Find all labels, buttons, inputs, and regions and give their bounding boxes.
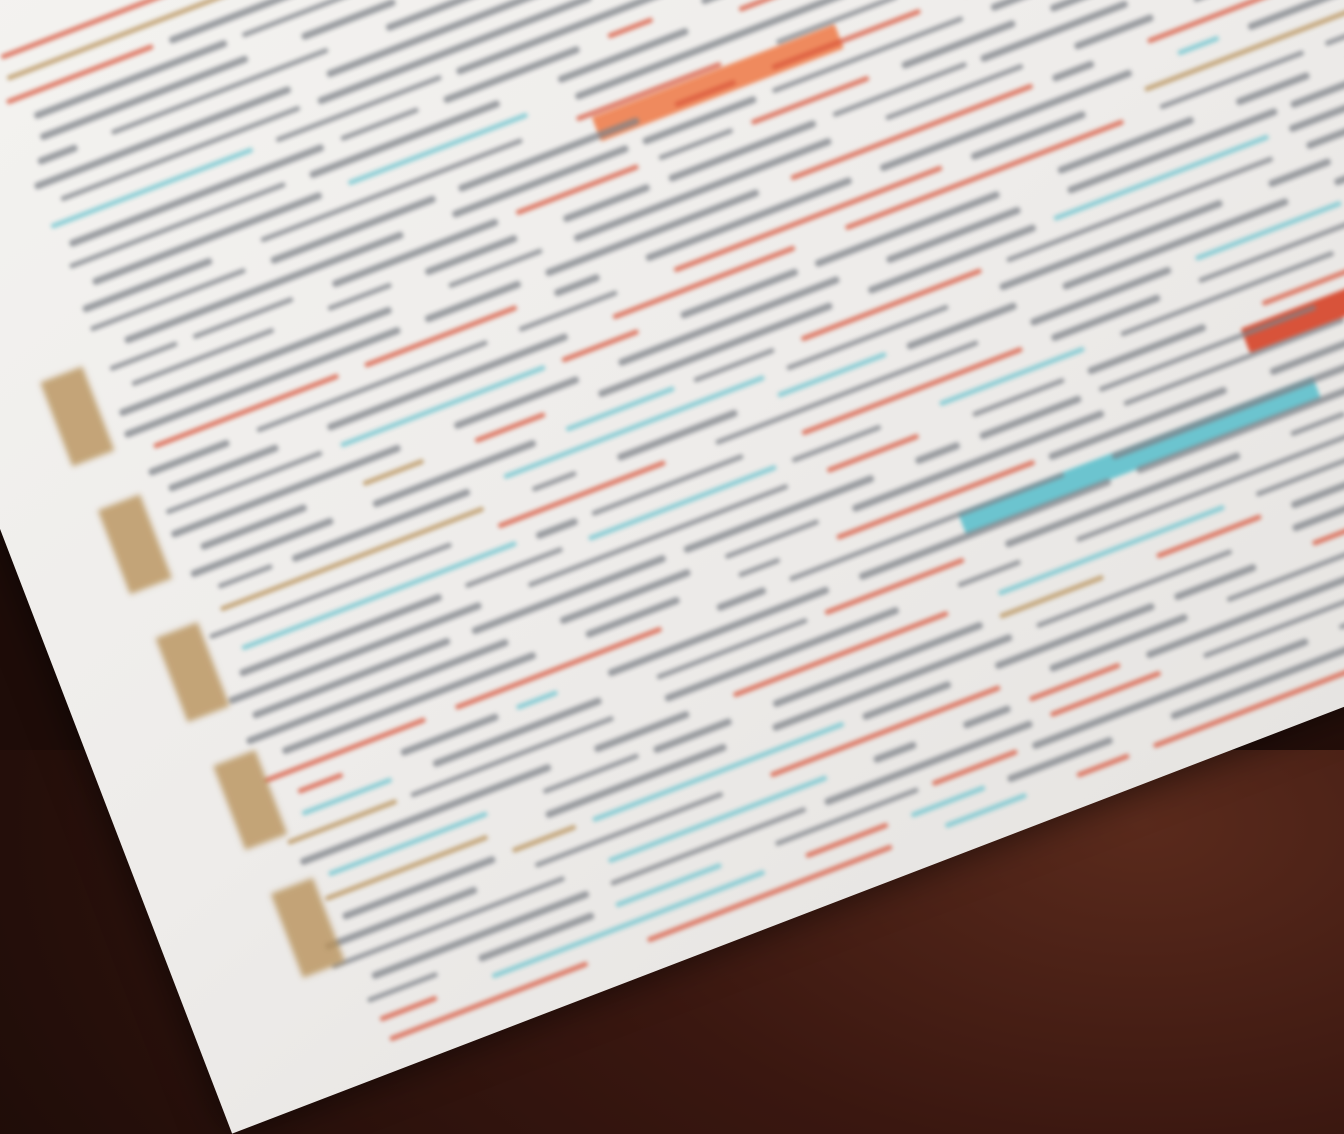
text-line [1311,465,1344,547]
text-line [1290,411,1344,437]
text-line [1031,637,1310,750]
text-line [872,741,917,764]
text-line [776,351,887,398]
text-line [1177,35,1220,56]
text-line [217,563,274,590]
text-line [844,119,1125,231]
text-line [901,19,1017,70]
text-line [0,0,176,60]
gold-ornament [40,366,115,467]
text-line [1086,323,1208,376]
text-line [123,326,401,439]
text-line [956,559,1022,589]
text-line [1061,197,1290,291]
text-line [824,719,1034,806]
text-line [531,470,577,492]
text-line [511,824,578,854]
text-line [200,503,308,551]
text-line [399,712,500,757]
text-line [477,911,595,963]
text-line [91,191,324,286]
text-line [616,408,739,462]
text-line [170,444,402,539]
text-line [564,385,675,433]
text-line [970,110,1087,161]
gold-ornament [213,749,288,851]
text-line [464,546,564,589]
text-line [192,296,295,340]
text-line [788,471,1066,582]
text-line [1155,513,1263,559]
text-line [424,279,523,324]
text-line [732,610,950,698]
text-line [1005,155,1275,263]
text-line [769,684,1001,778]
text-line [544,188,761,277]
text-line [607,585,831,678]
text-line [1076,753,1131,778]
text-line [362,458,425,487]
text-line [914,441,962,465]
text-line [801,346,1024,436]
text-line [750,75,870,126]
text-line [997,504,1226,596]
text-line [378,995,439,1022]
document-content [0,0,1344,1042]
text-line [123,230,405,345]
text-line [69,181,286,269]
text-line [905,301,1018,351]
text-line [1006,736,1115,783]
text-line [998,199,1224,292]
text-line [1028,662,1121,703]
text-line [597,301,834,398]
text-line [979,394,1082,440]
text-line [553,273,601,297]
text-line [371,890,590,980]
text-line [514,163,640,216]
gold-ornament [155,622,230,723]
text-line [286,798,398,846]
text-line [1049,0,1215,13]
text-line [331,875,566,970]
text-line [535,517,579,540]
text-line [1289,78,1344,109]
text-line [491,869,766,979]
text-line [1143,2,1344,93]
text-line [617,275,841,367]
text-line [737,557,781,578]
text-line [36,143,79,166]
text-line [1267,157,1332,188]
text-line [515,689,559,711]
text-line [1338,591,1344,631]
text-line [168,443,280,493]
text-line [646,844,894,943]
text-line [255,339,489,434]
text-line [663,606,901,703]
text-line [607,775,828,864]
text-line [1050,293,1161,342]
text-line [615,862,723,908]
text-line [1051,60,1095,83]
text-line [998,574,1105,620]
text-line [1332,152,1344,187]
gold-ornament [97,494,173,595]
text-line [518,289,619,333]
text-line [962,704,1012,730]
text-line [1049,670,1162,718]
text-line [607,17,654,39]
text-line [1098,304,1317,393]
text-line [297,772,344,795]
text-line [1323,0,1344,47]
text-line [1052,133,1270,222]
text-line [679,267,800,320]
text-line [715,586,768,612]
text-line [110,47,330,136]
